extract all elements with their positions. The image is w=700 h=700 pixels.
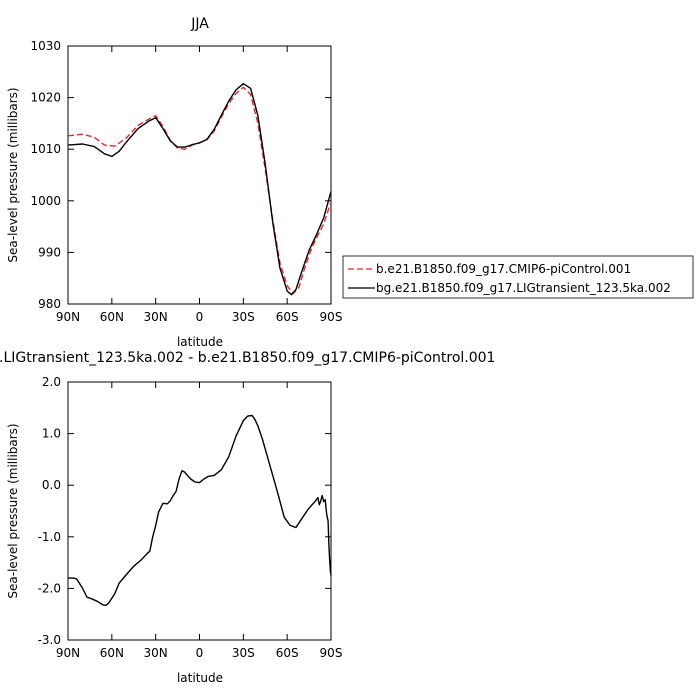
top-title: JJA [190, 16, 209, 32]
top-y-axis-label: Sea-level pressure (millibars) [6, 87, 20, 262]
top-series-line-1 [67, 82, 332, 296]
top-x-tick-label: 60N [100, 310, 124, 324]
legend-label-control: b.e21.B1850.f09_g17.CMIP6-piControl.001 [376, 262, 631, 276]
top-plot-frame [67, 45, 332, 305]
bottom-x-tick-label: 60N [100, 646, 124, 660]
top-x-tick-label: 90S [320, 310, 343, 324]
top-x-axis-label: latitude [177, 335, 223, 349]
top-y-tick-label: 990 [38, 245, 61, 259]
top-y-tick-label: 980 [38, 297, 61, 311]
top-y-tick-label: 1020 [30, 91, 61, 105]
bottom-x-tick-label: 90S [320, 646, 343, 660]
bottom-x-axis-label: latitude [177, 671, 223, 685]
bottom-y-tick-label: -2.0 [38, 581, 61, 595]
top-x-tick-label: 60S [276, 310, 299, 324]
top-x-ticks: 90N 60N 30N 0 30S 60S 90S [56, 46, 343, 324]
top-y-tick-label: 1030 [30, 39, 61, 53]
top-x-tick-label: 30N [144, 310, 168, 324]
bottom-y-tick-label: -1.0 [38, 530, 61, 544]
bottom-series-line-0 [68, 414, 332, 607]
bottom-series-group [68, 414, 332, 607]
bottom-y-tick-label: 0.0 [42, 478, 61, 492]
top-y-tick-label: 1010 [30, 142, 61, 156]
top-y-tick-label: 1000 [30, 194, 61, 208]
top-panel: JJA 90N 60N 30N 0 30S 60S 90S 980 990 1000 1010 10… [6, 16, 342, 349]
top-series-group [67, 82, 332, 296]
bottom-panel: .LIGtransient_123.5ka.002 - b.e21.B1850.… [0, 350, 495, 685]
bottom-x-tick-label: 90N [56, 646, 80, 660]
legend-label-transient: bg.e21.B1850.f09_g17.LIGtransient_123.5k… [376, 281, 671, 295]
top-x-tick-label: 90N [56, 310, 80, 324]
bottom-x-ticks: 90N 60N 30N 0 30S 60S 90S [56, 382, 343, 660]
legend: b.e21.B1850.f09_g17.CMIP6-piControl.001 … [342, 255, 694, 299]
top-y-ticks: 980 990 1000 1010 1020 1030 [30, 39, 331, 311]
bottom-x-tick-label: 60S [276, 646, 299, 660]
bottom-plot-frame [67, 381, 332, 641]
bottom-y-ticks: -3.0 -2.0 -1.0 0.0 1.0 2.0 [38, 375, 331, 647]
bottom-y-tick-label: 1.0 [42, 427, 61, 441]
bottom-title: .LIGtransient_123.5ka.002 - b.e21.B1850.… [0, 350, 495, 366]
legend-box [342, 255, 694, 299]
bottom-y-tick-label: -3.0 [38, 633, 61, 647]
bottom-x-tick-label: 30S [232, 646, 255, 660]
top-series-line-0 [67, 86, 332, 295]
top-x-tick-label: 0 [196, 310, 204, 324]
top-x-tick-label: 30S [232, 310, 255, 324]
bottom-x-tick-label: 0 [196, 646, 204, 660]
bottom-x-tick-label: 30N [144, 646, 168, 660]
bottom-y-tick-label: 2.0 [42, 375, 61, 389]
bottom-y-axis-label: Sea-level pressure (millibars) [6, 423, 20, 598]
